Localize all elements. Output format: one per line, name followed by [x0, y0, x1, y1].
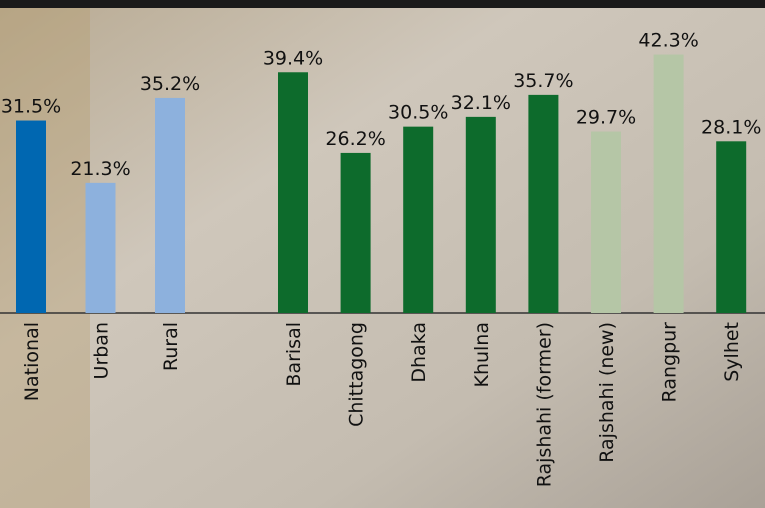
bar: [155, 97, 185, 313]
bar: [403, 126, 434, 314]
bar: [653, 54, 684, 314]
category-label: Rajshahi (former): [533, 322, 555, 487]
category-label: Barisal: [283, 322, 305, 387]
value-label: 35.2%: [140, 73, 200, 95]
category-label: Dhaka: [408, 322, 430, 383]
category-label: Rural: [160, 322, 182, 371]
value-label: 32.1%: [451, 92, 511, 114]
value-label: 35.7%: [513, 70, 573, 92]
value-label: 29.7%: [576, 107, 636, 129]
value-label: 31.5%: [1, 96, 61, 118]
bar: [465, 116, 496, 313]
value-label: 26.2%: [325, 128, 385, 150]
bar: [278, 72, 308, 314]
bar: [591, 131, 621, 313]
value-label: 30.5%: [388, 102, 448, 124]
category-label: Rajshahi (new): [596, 322, 618, 463]
category-label: National: [21, 322, 43, 401]
bar: [85, 182, 116, 313]
value-label: 42.3%: [638, 30, 698, 52]
value-label: 39.4%: [263, 47, 323, 69]
category-label: Chittagong: [346, 322, 368, 427]
title-band: [0, 0, 765, 8]
bar: [340, 152, 371, 313]
bar: [16, 120, 46, 313]
category-label: Urban: [91, 322, 113, 379]
value-label: 21.3%: [70, 158, 130, 180]
value-label: 28.1%: [701, 116, 761, 138]
category-label: Sylhet: [721, 322, 743, 382]
category-label: Khulna: [471, 322, 493, 388]
bar: [716, 141, 747, 313]
category-label: Rangpur: [659, 322, 681, 403]
bar: [528, 94, 559, 313]
